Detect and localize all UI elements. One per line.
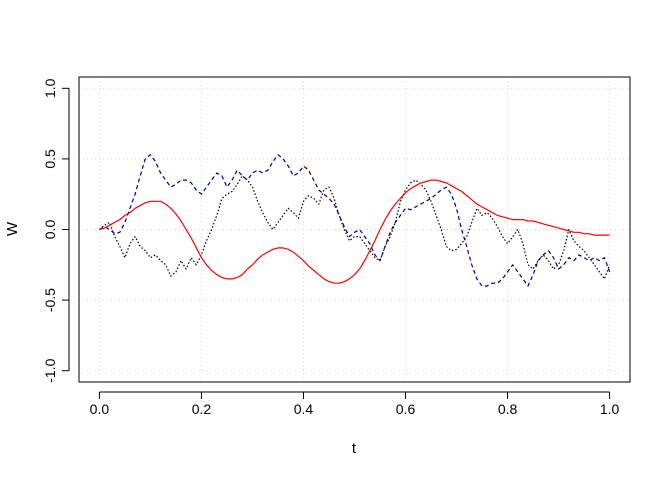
x-tick-label-1: 0.2	[192, 401, 212, 417]
y-tick-label-4: 1.0	[42, 78, 58, 98]
y-axis-title: W	[4, 221, 21, 236]
series-line-3	[99, 179, 610, 284]
x-axis-title: t	[352, 440, 357, 457]
grid	[79, 77, 630, 382]
y-axis: -1.0 -0.5 0.0 0.5 1.0	[42, 78, 70, 383]
x-tick-label-0: 0.0	[90, 401, 110, 417]
plot-frame	[78, 76, 631, 383]
x-tick-label-5: 1.0	[600, 401, 620, 417]
x-tick-label-2: 0.4	[294, 401, 314, 417]
y-tick-label-3: 0.5	[42, 149, 58, 169]
series-line-1	[99, 175, 611, 280]
x-tick-label-4: 0.8	[498, 401, 518, 417]
y-tick-label-2: 0.0	[42, 220, 58, 240]
y-tick-label-1: -0.5	[42, 288, 58, 312]
y-tick-label-0: -1.0	[42, 358, 58, 382]
series-lines	[99, 154, 611, 287]
x-tick-label-3: 0.6	[396, 401, 416, 417]
series-line-2	[99, 154, 611, 287]
x-axis: 0.0 0.2 0.4 0.6 0.8 1.0	[90, 391, 620, 417]
